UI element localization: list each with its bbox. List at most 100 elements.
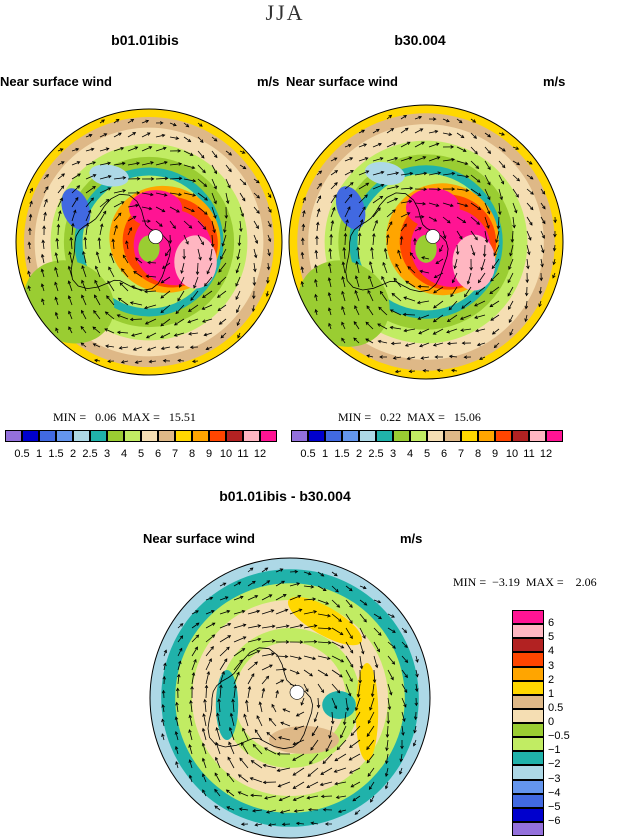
- wind-arrow: [204, 332, 213, 336]
- wind-arrow: [307, 795, 319, 799]
- wind-arrow: [211, 178, 217, 189]
- colorbar-swatch: [427, 430, 444, 442]
- colorbar-swatch: [22, 430, 39, 442]
- wind-arrow-head: [271, 639, 276, 643]
- wind-arrow: [540, 258, 543, 267]
- wind-arrow-head: [68, 251, 72, 255]
- wind-arrow: [261, 609, 274, 615]
- wind-arrow: [169, 206, 180, 213]
- wind-arrow-head: [271, 703, 275, 708]
- wind-arrow: [149, 360, 157, 363]
- wind-arrow-head: [496, 225, 501, 230]
- wind-arrow: [428, 172, 441, 176]
- wind-arrow-head: [268, 209, 272, 213]
- wind-arrow-head: [508, 319, 513, 324]
- wind-arrow: [99, 175, 112, 180]
- min-value: 0.06: [95, 410, 117, 424]
- wind-arrow-head: [349, 770, 353, 774]
- wind-arrow: [507, 286, 514, 297]
- wind-arrow-head: [235, 296, 239, 301]
- wind-arrow-head: [267, 194, 272, 199]
- wind-arrow-head: [227, 622, 232, 627]
- wind-arrow-head: [204, 282, 208, 287]
- wind-arrow: [433, 342, 444, 346]
- wind-arrow-head: [161, 208, 166, 213]
- wind-arrow-head: [214, 756, 219, 761]
- wind-arrow-head: [395, 263, 399, 268]
- wind-arrow: [252, 744, 263, 755]
- wind-arrow: [386, 739, 389, 751]
- wind-arrow-head: [476, 221, 481, 225]
- wind-arrow: [54, 282, 59, 292]
- wind-arrow: [495, 230, 500, 243]
- wind-arrow-head: [305, 688, 309, 693]
- panel-2-title: b30.004: [394, 32, 446, 48]
- wind-arrow-head: [114, 224, 118, 229]
- wind-arrow: [55, 312, 59, 320]
- wind-arrow: [512, 202, 517, 213]
- wind-arrow: [489, 300, 500, 307]
- wind-arrow-head: [182, 256, 186, 260]
- wind-arrow: [41, 283, 45, 292]
- wind-arrow: [175, 761, 179, 769]
- wind-arrow: [127, 162, 140, 166]
- wind-arrow-head: [365, 321, 370, 326]
- wind-arrow: [43, 174, 49, 180]
- wind-arrow-head: [383, 247, 388, 252]
- wind-arrow-head: [341, 321, 345, 326]
- wind-arrow-head: [413, 237, 417, 242]
- wind-arrow-head: [60, 161, 65, 165]
- wind-arrow-head: [320, 689, 325, 694]
- wind-arrow: [552, 272, 556, 278]
- wind-arrow: [146, 332, 157, 339]
- wind-arrow-head: [354, 289, 358, 294]
- wind-arrow-head: [377, 207, 381, 212]
- wind-arrow: [68, 311, 73, 320]
- wind-arrow: [133, 271, 143, 278]
- wind-arrow: [93, 310, 101, 320]
- wind-map-b01: [15, 108, 283, 376]
- colorbar-swatch: [478, 430, 495, 442]
- wind-arrow: [387, 641, 396, 649]
- wind-arrow: [193, 276, 199, 289]
- wind-arrow: [349, 767, 361, 774]
- wind-arrow-head: [316, 221, 320, 226]
- wind-arrow: [369, 781, 375, 790]
- wind-arrow: [365, 338, 374, 344]
- wind-arrow: [328, 277, 332, 288]
- wind-arrow: [311, 725, 319, 736]
- wind-arrow: [211, 220, 216, 233]
- wind-arrow: [307, 767, 319, 777]
- wind-arrow-head: [530, 191, 534, 195]
- wind-arrow-head: [474, 150, 478, 155]
- wind-arrow-head: [28, 227, 32, 232]
- wind-arrow-head: [243, 713, 247, 718]
- colorbar-swatch: [512, 652, 544, 667]
- wind-arrow-head: [334, 757, 339, 762]
- wind-arrow: [301, 252, 304, 260]
- wind-arrow-head: [388, 114, 393, 119]
- wind-arrow-head: [499, 196, 503, 201]
- wind-arrow-head: [80, 325, 85, 330]
- wind-arrow: [169, 122, 177, 126]
- wind-arrow-head: [268, 223, 272, 228]
- wind-arrow: [243, 714, 249, 727]
- wind-arrow: [391, 342, 402, 345]
- wind-arrow: [336, 795, 347, 798]
- wind-arrow: [358, 157, 368, 162]
- wind-arrow-head: [179, 635, 184, 639]
- wind-arrow-head: [205, 346, 210, 351]
- wind-arrow-head: [105, 344, 109, 348]
- wind-arrow-head: [254, 823, 259, 827]
- wind-arrow-head: [109, 252, 113, 257]
- wind-arrow-head: [510, 239, 515, 243]
- wind-arrow: [82, 251, 87, 264]
- wind-arrow-head: [392, 645, 396, 649]
- wind-arrow: [250, 777, 263, 783]
- wind-arrow: [99, 162, 111, 166]
- wind-arrow-head: [349, 620, 353, 625]
- wind-arrow: [229, 727, 235, 741]
- wind-arrow: [165, 248, 171, 256]
- wind-arrow-head: [416, 300, 421, 305]
- wind-arrow-head: [41, 298, 45, 303]
